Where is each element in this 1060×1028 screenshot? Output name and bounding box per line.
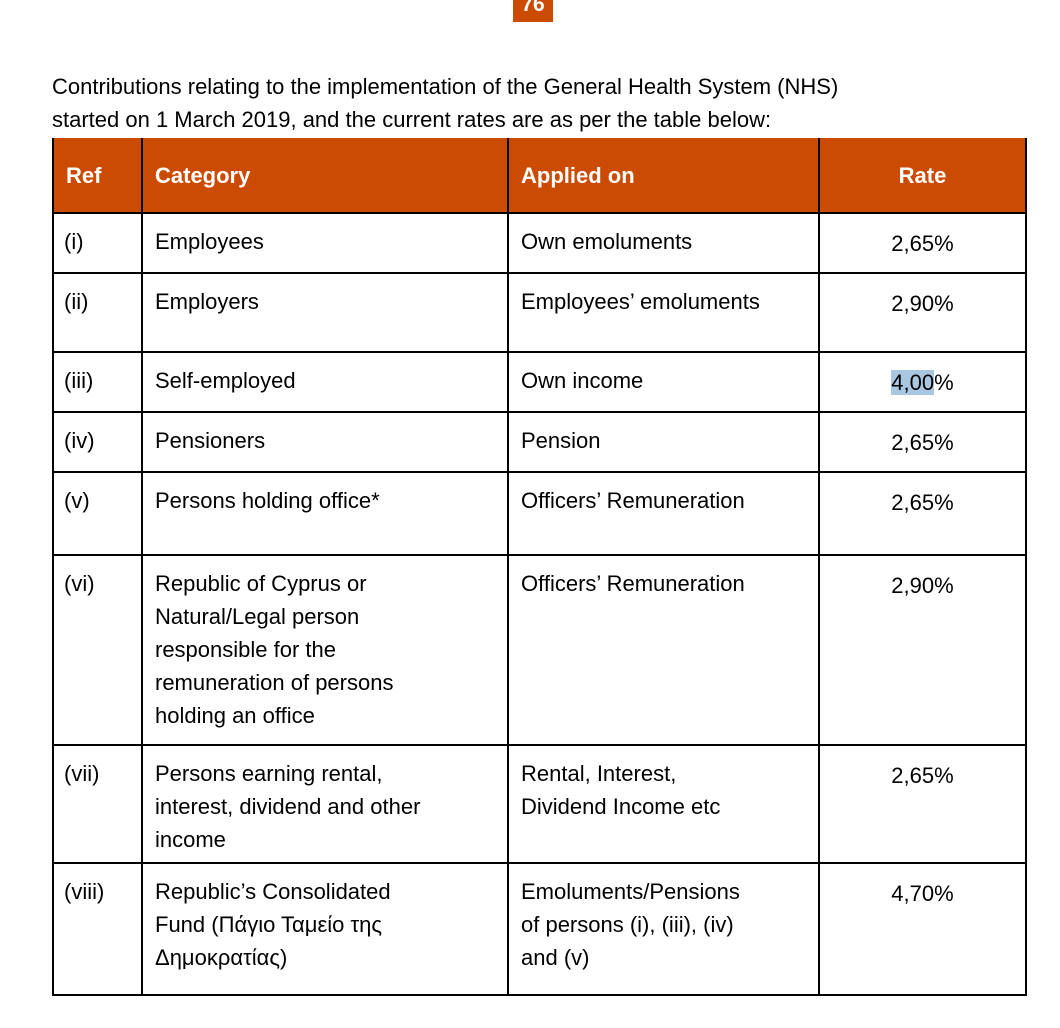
rate-cell: 2,65%: [818, 744, 1027, 864]
rate-suffix: %: [934, 370, 954, 395]
category-cell: Persons earning rental, interest, divide…: [141, 744, 509, 864]
intro-paragraph: Contributions relating to the implementa…: [52, 74, 839, 132]
table-row: (vii) Persons earning rental, interest, …: [52, 744, 1027, 864]
ref-cell: (iii): [52, 351, 143, 413]
rate-cell: 2,90%: [818, 554, 1027, 746]
applied-on-cell: Officers’ Remuneration: [507, 471, 820, 556]
ref-cell: (vi): [52, 554, 143, 746]
applied-on-cell: Pension: [507, 411, 820, 473]
category-cell: Persons holding office*: [141, 471, 509, 556]
applied-on-cell: Employees’ emoluments: [507, 272, 820, 353]
nhs-contribution-rates-table: Ref Category Applied on Rate (i) Employe…: [52, 138, 1027, 996]
ref-cell: (ii): [52, 272, 143, 353]
header-rate: Rate: [818, 138, 1027, 214]
header-category: Category: [141, 138, 509, 214]
table-row: (iii) Self-employed Own income 4,00%: [52, 351, 1027, 413]
applied-on-cell: Emoluments/Pensions of persons (i), (iii…: [507, 862, 820, 996]
category-cell: Employers: [141, 272, 509, 353]
table-row: (i) Employees Own emoluments 2,65%: [52, 212, 1027, 274]
rate-cell: 4,00%: [818, 351, 1027, 413]
table-row: (iv) Pensioners Pension 2,65%: [52, 411, 1027, 473]
header-applied-on: Applied on: [507, 138, 820, 214]
applied-on-cell: Own emoluments: [507, 212, 820, 274]
ref-cell: (vii): [52, 744, 143, 864]
category-cell: Republic’s Consolidated Fund (Πάγιο Ταμε…: [141, 862, 509, 996]
ref-cell: (i): [52, 212, 143, 274]
table-row: (v) Persons holding office* Officers’ Re…: [52, 471, 1027, 556]
table-header-row: Ref Category Applied on Rate: [52, 138, 1027, 214]
page-number-badge: 76: [513, 0, 553, 22]
rate-cell: 2,65%: [818, 212, 1027, 274]
category-cell: Self-employed: [141, 351, 509, 413]
rate-cell: 2,65%: [818, 471, 1027, 556]
table-row: (viii) Republic’s Consolidated Fund (Πάγ…: [52, 862, 1027, 996]
category-cell: Republic of Cyprus or Natural/Legal pers…: [141, 554, 509, 746]
category-cell: Employees: [141, 212, 509, 274]
ref-cell: (iv): [52, 411, 143, 473]
rate-cell: 4,70%: [818, 862, 1027, 996]
table-row: (ii) Employers Employees’ emoluments 2,9…: [52, 272, 1027, 353]
selected-text: 4,00: [891, 370, 935, 395]
ref-cell: (viii): [52, 862, 143, 996]
ref-cell: (v): [52, 471, 143, 556]
rate-cell: 2,65%: [818, 411, 1027, 473]
table-row: (vi) Republic of Cyprus or Natural/Legal…: [52, 554, 1027, 746]
category-cell: Pensioners: [141, 411, 509, 473]
applied-on-cell: Officers’ Remuneration: [507, 554, 820, 746]
applied-on-cell: Own income: [507, 351, 820, 413]
header-ref: Ref: [52, 138, 143, 214]
rate-cell: 2,90%: [818, 272, 1027, 353]
applied-on-cell: Rental, Interest, Dividend Income etc: [507, 744, 820, 864]
